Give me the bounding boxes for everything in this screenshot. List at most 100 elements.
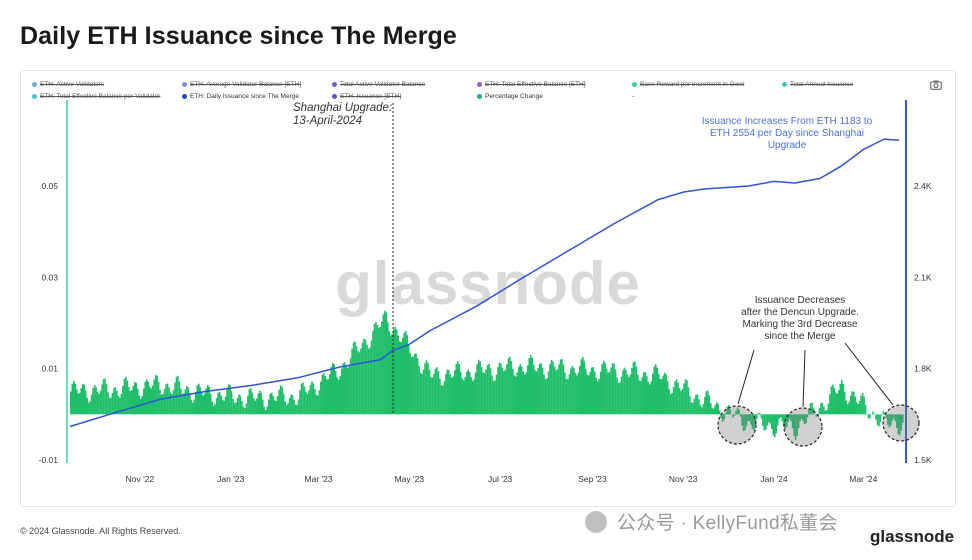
pct-change-bar xyxy=(590,367,593,415)
pct-change-bar xyxy=(264,409,267,415)
pct-change-bar xyxy=(239,395,242,415)
x-tick-label: Mar '23 xyxy=(305,474,333,484)
pct-change-bar xyxy=(455,363,458,415)
pct-change-bar xyxy=(135,382,138,415)
pct-change-bar xyxy=(775,414,778,434)
pct-change-bar xyxy=(110,397,112,415)
pct-change-bar xyxy=(178,381,181,415)
pct-change-bar xyxy=(465,371,468,415)
pct-change-bar xyxy=(748,414,751,421)
pct-change-bar xyxy=(867,414,870,419)
pct-change-bar xyxy=(796,414,798,436)
pct-change-bar xyxy=(462,380,465,415)
pct-change-bar xyxy=(360,348,362,415)
pct-change-bar xyxy=(538,363,541,415)
pct-change-bar xyxy=(580,359,583,415)
pct-change-bar xyxy=(421,374,423,415)
pct-change-bar xyxy=(651,373,654,415)
pct-change-bar xyxy=(233,403,236,415)
legend-item[interactable]: ETH: Issuance [ETH] xyxy=(332,93,477,100)
pct-change-bar xyxy=(372,331,374,415)
pct-change-bar xyxy=(855,402,858,415)
pct-change-bar xyxy=(193,399,196,415)
left-tick-label: 0.05 xyxy=(41,181,58,191)
legend-item[interactable]: Percentage Change xyxy=(477,93,632,100)
legend-label: Total Annual Issuance xyxy=(790,80,854,88)
pct-change-bar xyxy=(309,384,312,415)
legend-item[interactable]: ETH: Total Effective Balance [ETH] xyxy=(477,81,632,88)
pct-change-bar xyxy=(413,353,416,415)
pct-change-bar xyxy=(294,404,297,415)
issuance-line xyxy=(69,138,900,428)
pct-change-bar xyxy=(428,369,431,415)
pct-change-bar xyxy=(330,366,333,415)
pct-change-bar xyxy=(650,381,653,415)
pct-change-bar xyxy=(818,408,821,415)
legend-dot xyxy=(182,81,187,87)
pct-change-bar xyxy=(537,367,539,415)
pct-change-bar xyxy=(439,378,441,415)
pct-change-bar xyxy=(829,394,831,415)
pct-change-bar xyxy=(358,352,361,415)
legend-dot xyxy=(782,81,787,87)
legend-item[interactable]: Total Active Validator Balance xyxy=(332,81,477,88)
camera-icon[interactable] xyxy=(930,80,942,90)
pct-change-bar xyxy=(540,363,542,415)
pct-change-bar xyxy=(181,393,184,415)
pct-change-bar xyxy=(623,367,626,415)
legend-item[interactable]: ETH: Total Effective Balance per Validat… xyxy=(32,93,182,100)
pct-change-bar xyxy=(437,371,440,415)
legend-item[interactable]: - xyxy=(632,93,782,100)
pct-change-bar xyxy=(516,372,519,415)
pct-change-bar xyxy=(525,372,528,415)
pct-change-bar xyxy=(328,373,331,415)
pct-change-bar xyxy=(646,376,648,415)
pct-change-bar xyxy=(126,380,129,415)
pct-change-bar xyxy=(622,370,624,415)
pct-change-bar xyxy=(583,361,586,415)
pct-change-bar xyxy=(893,414,895,419)
pct-change-bar xyxy=(86,398,88,415)
legend-item[interactable]: ETH: Average Validator Balance [ETH] xyxy=(182,81,332,88)
pointer-line-3 xyxy=(844,342,894,406)
pct-change-bar xyxy=(253,398,255,415)
pct-change-bar xyxy=(270,392,273,415)
pct-change-bar xyxy=(763,414,766,431)
pct-change-bar xyxy=(445,374,447,415)
pct-change-bar xyxy=(720,414,723,419)
pct-change-bar xyxy=(142,388,145,415)
pct-change-bar xyxy=(745,414,748,426)
pct-change-bar xyxy=(666,380,669,415)
pct-change-bar xyxy=(259,390,261,415)
pct-change-bar xyxy=(832,384,834,415)
legend-dot xyxy=(477,93,482,99)
pct-change-bar xyxy=(535,371,538,415)
legend-item[interactable]: ETH: Active Validators xyxy=(32,81,182,88)
pct-change-bar xyxy=(367,348,370,415)
pct-change-bar xyxy=(159,389,161,415)
pct-change-bar xyxy=(157,381,160,415)
pct-change-bar xyxy=(212,405,215,415)
pct-change-bar xyxy=(190,400,193,415)
pct-change-bar xyxy=(637,374,639,415)
pct-change-bar xyxy=(424,363,426,415)
pct-change-bar xyxy=(899,414,901,436)
pct-change-bar xyxy=(567,379,569,415)
pct-change-bar xyxy=(117,395,120,415)
pct-change-bar xyxy=(479,361,481,415)
pct-change-bar xyxy=(790,414,792,422)
pct-change-bar xyxy=(114,387,117,415)
pct-change-bar xyxy=(610,367,612,415)
legend-item[interactable]: ETH: Daily Issuance since The Merge xyxy=(182,93,332,100)
legend-label: ETH: Daily Issuance since The Merge xyxy=(190,92,299,100)
pct-change-bar xyxy=(593,371,596,415)
pct-change-bar xyxy=(269,393,272,415)
pct-change-bar xyxy=(754,414,757,427)
pct-change-bar xyxy=(884,412,886,415)
pct-change-bar xyxy=(132,385,135,415)
legend-item[interactable]: Total Annual Issuance xyxy=(782,81,902,88)
pct-change-bar xyxy=(582,357,584,415)
pct-change-bar xyxy=(260,392,263,415)
pct-change-bar xyxy=(195,391,197,415)
legend-item[interactable]: Base Reward per Increment in Gwei xyxy=(632,81,782,88)
